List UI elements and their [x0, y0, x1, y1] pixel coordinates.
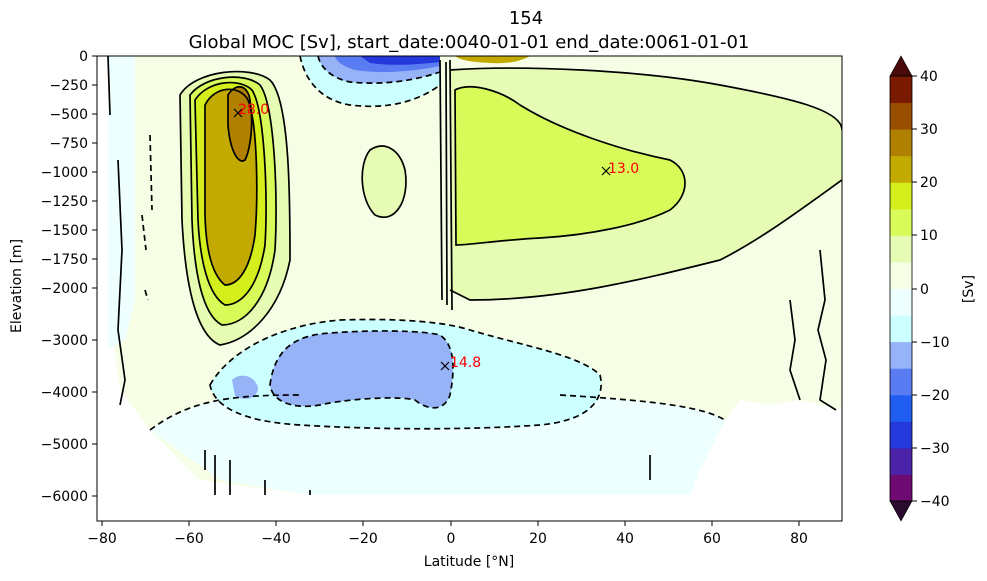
colorbar-band	[890, 447, 912, 475]
contour-line-south-25	[227, 86, 253, 162]
colorbar-tick-label: 30	[920, 122, 938, 138]
colorbar-extend-high	[889, 55, 913, 77]
colorbar-band	[890, 474, 912, 502]
contour-line-northern-coast	[789, 249, 837, 411]
x-tick-label: 0	[447, 531, 456, 547]
y-axis-label: Elevation [m]	[9, 239, 25, 333]
contour-line-south-outer	[179, 70, 291, 346]
contour-fill-neg-top-30	[360, 56, 440, 65]
colorbar-bands	[890, 76, 912, 502]
colorbar-tick-label: −10	[920, 335, 950, 351]
x-tick-label: −40	[261, 531, 291, 547]
colorbar-band	[890, 102, 912, 130]
contour-line-south-neg	[141, 134, 153, 301]
annotation-label-north: 13.0	[608, 161, 639, 177]
contour-line-north-10	[454, 86, 686, 246]
colorbar: 40 30 20 10 0 −10 −20 −30 −40 [Sv]	[889, 55, 977, 522]
colorbar-band	[890, 235, 912, 263]
contour-line-plateau	[449, 67, 842, 301]
contour-line-south-10	[189, 76, 277, 326]
contour-line-south-20	[204, 88, 258, 286]
contour-fill-north-10	[455, 86, 685, 245]
y-tick-label: −3000	[41, 333, 88, 349]
y-tick-label: −1750	[41, 252, 88, 268]
marker-min-deep	[440, 361, 450, 371]
contour-line-south-coast	[107, 56, 126, 406]
contour-fill-top-eq-pos	[455, 56, 530, 64]
colorbar-band	[890, 288, 912, 316]
y-tick-label: −500	[50, 107, 88, 123]
x-tick-label: 40	[616, 531, 634, 547]
colorbar-tick-label: −20	[920, 388, 950, 404]
colorbar-band	[890, 182, 912, 210]
contour-lines	[107, 56, 842, 495]
x-tick-label: −60	[174, 531, 204, 547]
x-axis: −80 −60 −40 −20 0 20 40 60 80	[87, 521, 808, 547]
contour-line-bottom-ridges	[204, 450, 651, 495]
contour-fill-deep-neg-10	[270, 330, 453, 408]
y-tick-label: −6000	[41, 489, 88, 505]
colorbar-band	[890, 155, 912, 183]
title-line-2: Global MOC [Sv], start_date:0040-01-01 e…	[189, 32, 750, 53]
contour-line-deep-neg-10	[269, 330, 454, 409]
plot-area	[97, 56, 842, 521]
colorbar-tick-label: 40	[920, 69, 938, 85]
marker-max-north	[601, 166, 611, 176]
colorbar-band	[890, 129, 912, 157]
contour-fill-deep-neg-10b	[232, 375, 258, 399]
contour-line-mid-island	[361, 145, 407, 218]
annotation-markers	[233, 108, 611, 371]
x-tick-label: −20	[348, 531, 378, 547]
colorbar-tick-label: −30	[920, 441, 950, 457]
x-tick-label: 80	[790, 531, 808, 547]
colorbar-band	[890, 341, 912, 369]
y-tick-label: −5000	[41, 437, 88, 453]
colorbar-band	[890, 394, 912, 422]
title-line-1: 154	[509, 8, 543, 29]
contour-line-equator	[439, 59, 453, 311]
contour-fill-5-10-mid	[362, 146, 406, 218]
colorbar-band	[890, 76, 912, 104]
colorbar-band	[890, 315, 912, 343]
colorbar-tick-label: 10	[920, 228, 938, 244]
x-tick-label: 60	[703, 531, 721, 547]
contour-fill-south-25	[228, 86, 252, 161]
y-tick-label: −250	[50, 78, 88, 94]
annotation-label-deep: 14.8	[450, 355, 481, 371]
contour-line-south-15	[194, 81, 267, 306]
contour-fill-neg-0-5-south	[108, 56, 135, 350]
y-tick-label: −1250	[41, 194, 88, 210]
y-tick-label: −1000	[41, 165, 88, 181]
colorbar-extend-low	[889, 500, 913, 522]
annotation-label-south: 28.0	[238, 102, 269, 118]
y-tick-label: −2000	[41, 281, 88, 297]
colorbar-band	[890, 208, 912, 236]
contour-line-top-neg	[299, 56, 441, 108]
contour-line-deep-outer	[149, 394, 726, 431]
y-tick-label: 0	[79, 49, 88, 65]
y-tick-label: −4000	[41, 385, 88, 401]
y-tick-label: −750	[50, 136, 88, 152]
colorbar-tick-label: 0	[920, 282, 929, 298]
y-tick-label: −1500	[41, 223, 88, 239]
marker-max-south	[233, 108, 243, 118]
colorbar-tick-label: 20	[920, 175, 938, 191]
colorbar-tick-label: −40	[920, 494, 950, 510]
x-axis-label: Latitude [°N]	[424, 554, 514, 570]
y-axis: 0 −250 −500 −750 −1000 −1250 −1500 −1750…	[41, 49, 97, 505]
colorbar-band	[890, 421, 912, 449]
x-tick-label: 20	[529, 531, 547, 547]
contour-line-deep-neg-5	[209, 318, 602, 430]
x-tick-label: −80	[87, 531, 117, 547]
colorbar-band	[890, 261, 912, 289]
colorbar-band	[890, 368, 912, 396]
colorbar-label: [Sv]	[961, 275, 977, 303]
